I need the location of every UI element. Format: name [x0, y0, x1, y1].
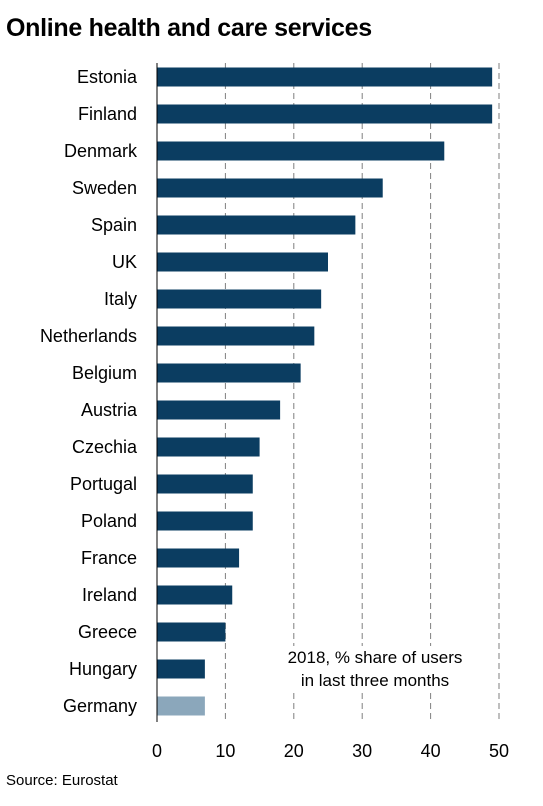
- x-tick-label-0: 0: [152, 741, 162, 761]
- category-label-finland: Finland: [78, 104, 137, 124]
- category-label-austria: Austria: [81, 400, 138, 420]
- source-note: Source: Eurostat: [6, 772, 118, 789]
- bar-estonia: [157, 67, 493, 87]
- bar-germany: [157, 696, 205, 716]
- bar-greece: [157, 622, 226, 642]
- x-tick-label-30: 30: [352, 741, 372, 761]
- category-label-belgium: Belgium: [72, 363, 137, 383]
- x-tick-label-10: 10: [215, 741, 235, 761]
- bar-sweden: [157, 178, 383, 198]
- bar-belgium: [157, 363, 301, 383]
- category-label-uk: UK: [112, 252, 137, 272]
- x-tick-label-20: 20: [284, 741, 304, 761]
- gridlines: [224, 63, 500, 722]
- category-label-france: France: [81, 548, 137, 568]
- category-label-ireland: Ireland: [82, 585, 137, 605]
- category-label-spain: Spain: [91, 215, 137, 235]
- category-label-germany: Germany: [63, 696, 137, 716]
- bar-france: [157, 548, 240, 568]
- bar-denmark: [157, 141, 445, 161]
- annotation-line-1: 2018, % share of users: [287, 648, 463, 667]
- x-tick-label-50: 50: [489, 741, 509, 761]
- category-label-hungary: Hungary: [69, 659, 137, 679]
- category-label-greece: Greece: [78, 622, 137, 642]
- bar-ireland: [157, 585, 233, 605]
- bar-uk: [157, 252, 328, 272]
- category-label-estonia: Estonia: [77, 67, 138, 87]
- chart-title: Online health and care services: [6, 14, 372, 42]
- x-tick-labels: 0 10 20 30 40 50: [152, 741, 509, 761]
- category-label-netherlands: Netherlands: [40, 326, 137, 346]
- bar-poland: [157, 511, 253, 531]
- bar-hungary: [157, 659, 205, 679]
- bar-czechia: [157, 437, 260, 457]
- category-label-italy: Italy: [104, 289, 137, 309]
- x-tick-label-40: 40: [421, 741, 441, 761]
- category-label-sweden: Sweden: [72, 178, 137, 198]
- bar-portugal: [157, 474, 253, 494]
- bar-italy: [157, 289, 322, 309]
- bar-netherlands: [157, 326, 315, 346]
- annotation-line-2: in last three months: [300, 671, 450, 690]
- bar-finland: [157, 104, 493, 124]
- category-labels: Estonia Finland Denmark Sweden Spain UK Italy N…: [40, 67, 138, 716]
- category-label-portugal: Portugal: [70, 474, 137, 494]
- category-label-denmark: Denmark: [64, 141, 138, 161]
- category-label-czechia: Czechia: [72, 437, 138, 457]
- category-label-poland: Poland: [81, 511, 137, 531]
- bar-spain: [157, 215, 356, 235]
- bar-austria: [157, 400, 281, 420]
- bars: [157, 67, 493, 716]
- chart-annotation: 2018, % share of users in last three mon…: [262, 646, 488, 692]
